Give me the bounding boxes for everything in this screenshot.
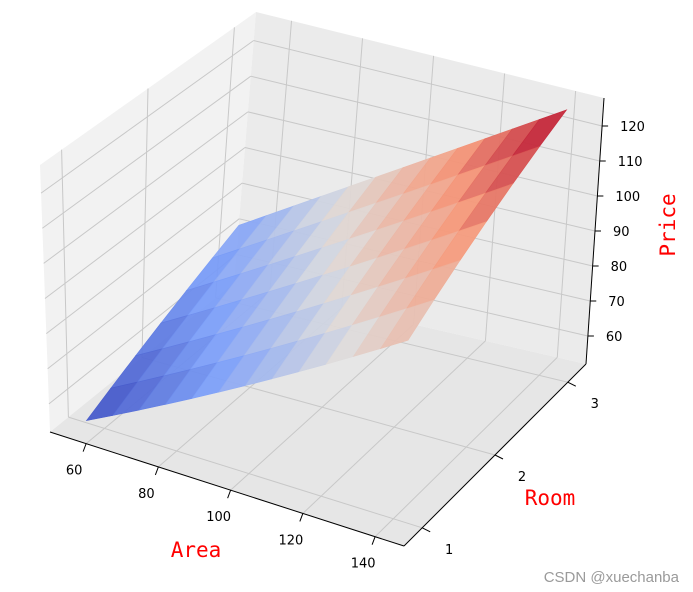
x-tick — [227, 489, 232, 499]
y-tick — [567, 381, 577, 387]
grid-line-z — [44, 147, 246, 299]
y-tick — [421, 527, 431, 533]
y-tick — [494, 454, 504, 460]
x-tick — [82, 443, 87, 452]
grid-line-z — [43, 111, 249, 264]
x-tick-label: 100 — [206, 510, 231, 525]
grid-line-z — [46, 182, 243, 335]
z-tick-label: 80 — [611, 260, 628, 275]
z-tick-label: 110 — [618, 155, 643, 170]
grid-line-z — [42, 75, 252, 229]
grid-line-z — [40, 40, 254, 194]
x-axis-line — [49, 431, 405, 547]
y-axis-label: Room — [525, 486, 576, 510]
surface-patch — [379, 299, 435, 350]
grid-line-y — [68, 416, 423, 529]
watermark: CSDN @xuechanba — [543, 569, 679, 586]
y-tick-label: 3 — [591, 397, 599, 412]
z-tick-label: 100 — [615, 190, 640, 205]
x-axis-label: Area — [171, 538, 222, 562]
x-tick — [371, 536, 376, 545]
z-tick-label: 120 — [620, 120, 645, 135]
z-tick-label: 60 — [606, 330, 623, 345]
y-tick-label: 2 — [518, 470, 526, 485]
left-pane — [40, 12, 256, 432]
x-tick-label: 140 — [351, 557, 376, 572]
x-tick-label: 120 — [278, 533, 303, 548]
y-tick-label: 1 — [445, 543, 453, 558]
grid-line-z — [253, 40, 603, 127]
z-axis-label: Price — [656, 193, 680, 256]
z-tick-label: 90 — [613, 225, 630, 240]
x-tick — [299, 513, 304, 522]
grid-line-z — [250, 75, 600, 162]
grid-line-z — [47, 218, 240, 370]
x-tick-label: 60 — [66, 464, 83, 479]
x-tick — [154, 466, 159, 476]
z-tick-label: 70 — [608, 295, 625, 310]
x-tick-label: 80 — [138, 487, 155, 502]
grid-line-z — [247, 111, 598, 197]
